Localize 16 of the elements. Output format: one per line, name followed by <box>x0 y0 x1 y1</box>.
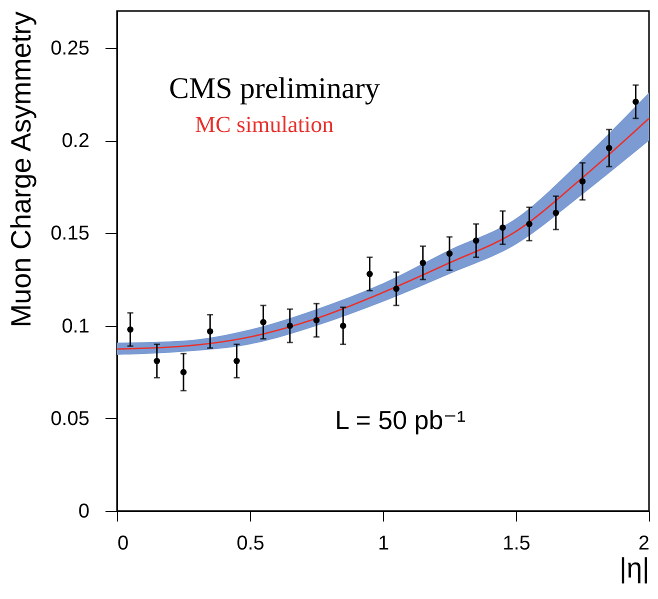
x-tick-label: 0.5 <box>236 532 264 554</box>
y-axis-title: Muon Charge Asymmetry <box>6 12 37 328</box>
x-tick-label: 1 <box>378 532 390 554</box>
x-tick-label: 0 <box>118 532 129 554</box>
y-tick-label: 0.2 <box>62 130 90 152</box>
x-tick-label: 1.5 <box>502 532 530 554</box>
y-tick-label: 0.15 <box>50 222 90 245</box>
y-tick-label: 0 <box>78 500 90 522</box>
annotation: CMS preliminary <box>169 72 380 105</box>
annotation: L = 50 pb⁻¹ <box>335 405 466 435</box>
x-tick-label: 2 <box>638 532 650 554</box>
y-tick-label: 0.25 <box>50 38 90 60</box>
text: MC simulation <box>195 112 334 137</box>
y-tick-label: 0.1 <box>62 315 90 338</box>
y-tick-label: 0.05 <box>50 408 90 430</box>
x-axis-title: |η| <box>619 552 650 584</box>
